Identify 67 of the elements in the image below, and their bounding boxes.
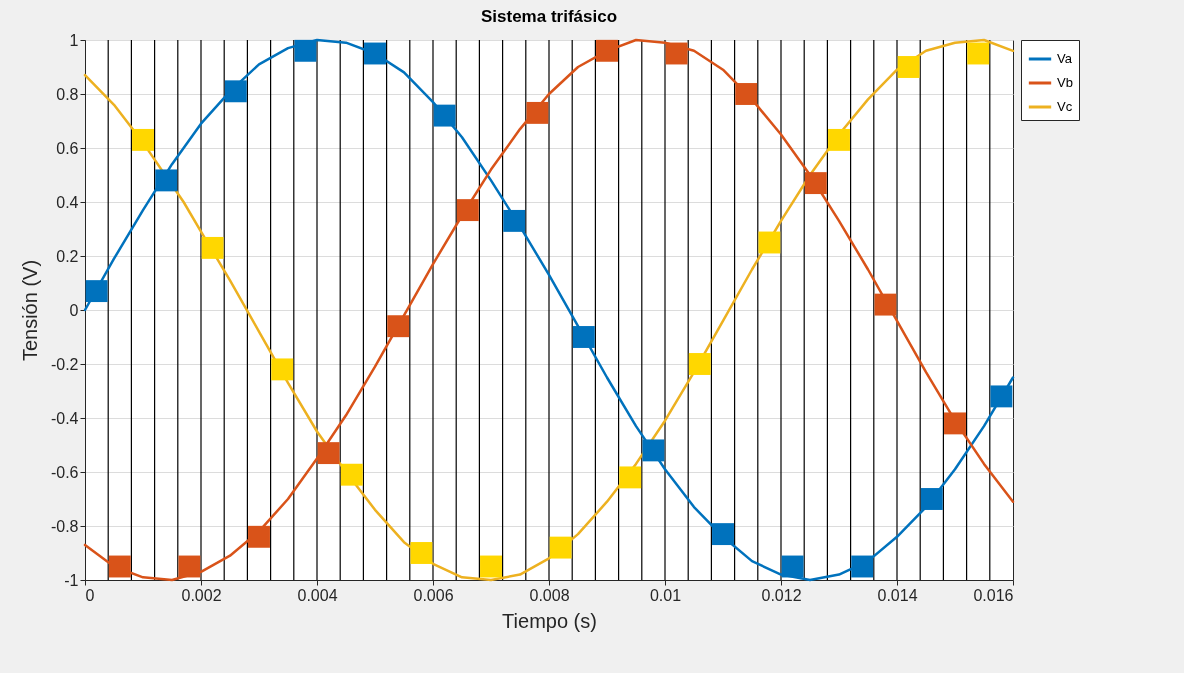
point — [619, 466, 642, 489]
point — [178, 555, 201, 578]
point — [364, 42, 386, 65]
x-tick-label: 0.016 — [973, 586, 1014, 604]
point — [317, 442, 340, 465]
y-tick-label: -1 — [64, 571, 79, 589]
point — [712, 523, 734, 546]
point — [967, 42, 990, 65]
x-tick-label: 0.004 — [297, 586, 338, 604]
point — [155, 169, 178, 192]
y-tick-label: 0.4 — [56, 193, 79, 211]
point — [596, 39, 618, 62]
point — [944, 412, 966, 435]
y-tick-label: 0 — [69, 301, 79, 319]
y-tick-label: -0.8 — [50, 517, 79, 535]
legend-label: Vb — [1057, 75, 1073, 90]
point — [990, 385, 1013, 408]
point — [85, 280, 108, 303]
point — [735, 83, 758, 105]
x-axis-title: Tiempo (s) — [502, 609, 597, 632]
x-tick-label: 0.014 — [877, 586, 918, 604]
y-tick-label: -0.2 — [50, 355, 79, 373]
point — [201, 236, 224, 259]
x-tick-label: 0.006 — [413, 586, 454, 604]
point — [526, 101, 549, 124]
point — [874, 293, 897, 316]
x-tick-label: 0.01 — [649, 586, 682, 604]
point — [480, 555, 502, 578]
point — [665, 42, 688, 65]
y-tick-label: 0.2 — [56, 247, 79, 265]
chart-title: Sistema trifásico — [480, 7, 618, 26]
point — [549, 536, 572, 559]
line-series — [83, 38, 1015, 582]
legend-label: Vc — [1057, 99, 1073, 114]
point — [108, 555, 131, 578]
y-tick-label: 0.6 — [56, 139, 79, 157]
point — [456, 199, 479, 222]
point — [897, 56, 920, 78]
y-tick-label: 0.8 — [56, 85, 79, 103]
point — [294, 39, 317, 62]
y-tick-label: -0.4 — [50, 409, 79, 427]
point — [851, 555, 874, 578]
x-tick-label: 0 — [85, 586, 95, 604]
point — [572, 326, 595, 348]
legend-label: Va — [1057, 51, 1073, 66]
point — [224, 80, 247, 103]
x-tick-label: 0.008 — [529, 586, 570, 604]
point — [920, 488, 943, 510]
point — [781, 555, 804, 578]
point — [248, 525, 270, 548]
point — [642, 439, 665, 462]
x-tick-label: 0.002 — [181, 586, 222, 604]
point — [410, 542, 433, 564]
point — [828, 128, 850, 151]
point — [271, 358, 294, 381]
point — [804, 172, 827, 195]
y-tick-label: -0.6 — [50, 463, 79, 481]
point — [503, 209, 526, 232]
point — [433, 104, 456, 127]
point — [688, 353, 711, 375]
point — [387, 315, 410, 338]
y-axis-title: Tensión (V) — [18, 259, 41, 362]
x-tick-label: 0.012 — [761, 586, 802, 604]
y-tick-label: 1 — [69, 31, 79, 49]
point — [340, 463, 363, 486]
point — [758, 231, 781, 254]
point — [132, 128, 154, 151]
